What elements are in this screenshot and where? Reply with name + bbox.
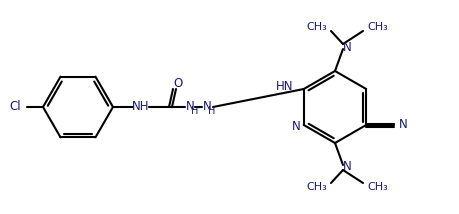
Text: Cl: Cl bbox=[9, 101, 21, 113]
Text: N: N bbox=[342, 160, 351, 174]
Text: NH: NH bbox=[132, 101, 150, 113]
Text: H: H bbox=[208, 106, 215, 116]
Text: N: N bbox=[202, 100, 211, 113]
Text: N: N bbox=[291, 120, 300, 134]
Text: CH₃: CH₃ bbox=[306, 22, 326, 32]
Text: HN: HN bbox=[276, 79, 293, 92]
Text: CH₃: CH₃ bbox=[306, 182, 326, 192]
Text: O: O bbox=[173, 76, 182, 89]
Text: CH₃: CH₃ bbox=[366, 182, 387, 192]
Text: CH₃: CH₃ bbox=[366, 22, 387, 32]
Text: N: N bbox=[185, 100, 194, 113]
Text: N: N bbox=[398, 119, 407, 131]
Text: N: N bbox=[342, 40, 351, 54]
Text: H: H bbox=[191, 106, 198, 116]
